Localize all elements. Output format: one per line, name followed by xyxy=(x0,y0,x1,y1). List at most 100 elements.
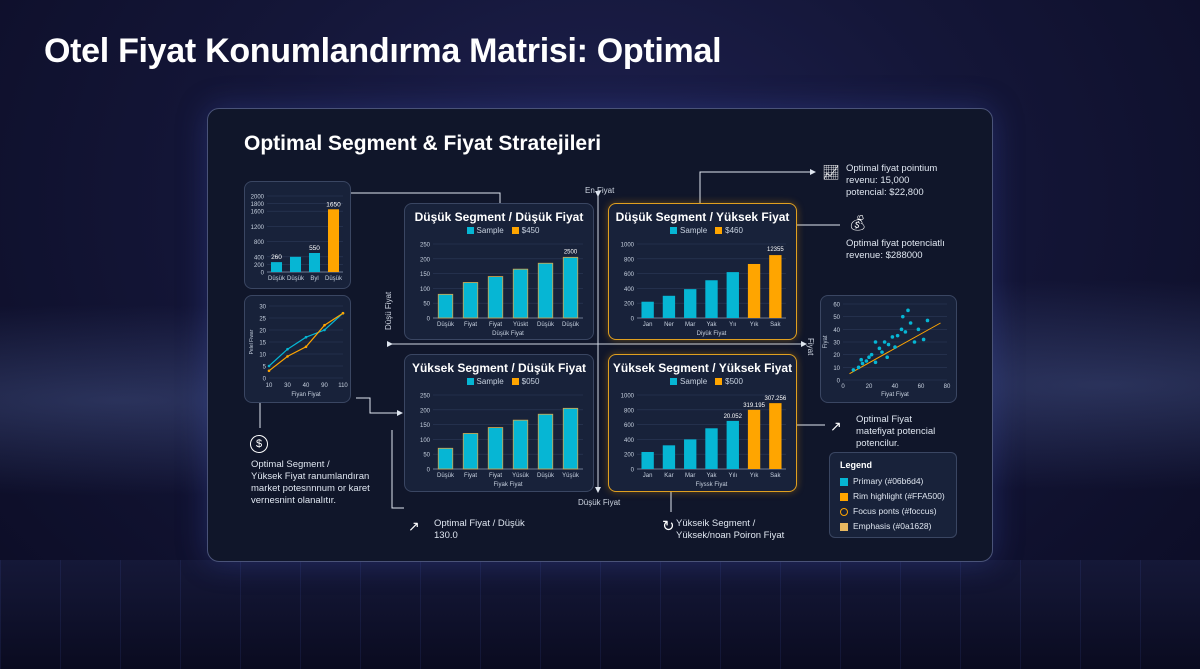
bar xyxy=(270,262,283,272)
scatter-point xyxy=(890,335,895,339)
bar xyxy=(537,262,554,319)
y-tick-label: 150 xyxy=(420,272,431,278)
y-tick-label: 0 xyxy=(631,317,635,323)
y-tick-label: 0 xyxy=(261,271,265,277)
x-axis-label: Diyük Fiyat xyxy=(697,331,727,337)
note-left-line2: Yüksek Fiyat ranumlandıran xyxy=(251,471,370,482)
y-tick-label: 50 xyxy=(423,302,430,308)
note-bottom-left-line1: Optimal Fiyat / Düşük xyxy=(434,518,525,529)
note-left-line3: market potesnnnum or karet xyxy=(251,483,370,494)
bar xyxy=(641,301,654,318)
y-tick-label: 200 xyxy=(624,302,635,308)
board-title: Optimal Segment & Fiyat Stratejileri xyxy=(244,132,602,155)
y-tick-label: 40 xyxy=(833,328,840,334)
legend-item-primary-label: Primary (#06b6d4) xyxy=(853,476,924,486)
y-tick-label: 800 xyxy=(624,408,635,414)
y-tick-label: 1000 xyxy=(621,243,635,249)
bar xyxy=(562,256,579,319)
note-bottom-left-line2: 130.0 xyxy=(434,530,458,541)
bar xyxy=(437,447,454,470)
x-tick-label: 110 xyxy=(338,383,348,389)
series-point xyxy=(267,369,271,373)
x-tick-label: 40 xyxy=(892,384,899,390)
y-tick-label: 250 xyxy=(420,394,431,400)
y-tick-label: 0 xyxy=(837,379,841,385)
quadrant-high-low: Yüksek Segment / Düşük Fiyat Sample $050 … xyxy=(404,354,594,492)
axis-label-left: Düşü Fiyat xyxy=(384,291,393,330)
x-tick-label: Düşük xyxy=(437,322,455,328)
x-tick-label: Düşük xyxy=(437,473,455,479)
dollar-icon: $ xyxy=(250,435,268,453)
q3-legend: Sample $050 xyxy=(405,377,593,386)
series-point xyxy=(323,323,326,327)
note-right-low-line3: potencilur. xyxy=(856,438,900,449)
y-tick-label: 50 xyxy=(833,315,840,321)
page-title: Otel Fiyat Konumlandırma Matrisi: Optima… xyxy=(44,32,722,70)
q1-chart: 0 50 100 150 200 250 Düşük Fiyat Fiyat Yüskt Düşük… xyxy=(420,243,583,337)
scatter-point xyxy=(860,361,865,366)
note-mid-right-line1: Optimal fiyat potenciatlı xyxy=(846,238,945,249)
y-tick-label: 20 xyxy=(259,329,266,335)
x-tick-label: Düşük xyxy=(287,276,305,282)
y-tick-label: 1000 xyxy=(621,394,635,400)
note-bottom-right: Yükseik Segment / Yüksek/noan Poiron Fiy… xyxy=(676,518,784,542)
bar xyxy=(747,263,761,318)
scatter-point xyxy=(877,346,882,351)
q2-chart: 0 200 400 600 800 1000 Jan Ner Mar Yak Yıı Yık Sak 12… xyxy=(621,243,786,337)
legend-box: Legend Primary (#06b6d4) Rim highlight (… xyxy=(829,452,957,538)
x-axis-label: Düşük Fiyat xyxy=(492,331,524,337)
scatter-panel: 0 10 20 30 40 50 60 0 20 40 60 80 Fiyat Fiyat Fiyat xyxy=(820,295,957,403)
x-tick-label: 10 xyxy=(266,383,273,389)
y-tick-label: 400 xyxy=(624,438,635,444)
x-tick-label: Byl xyxy=(310,276,318,282)
y-tick-label: 50 xyxy=(423,453,430,459)
chart-growth-icon: 📈︎ xyxy=(822,164,840,180)
scatter-point xyxy=(895,333,900,338)
bar xyxy=(726,420,739,469)
bar xyxy=(327,209,340,272)
note-right-low-line2: matefiyat potencial xyxy=(856,426,936,437)
y-tick-label: 0 xyxy=(263,377,267,383)
series-point xyxy=(286,355,289,358)
y-tick-label: 15 xyxy=(259,341,266,347)
quadrant-low-high: Düşük Segment / Yüksek Fiyat Sample $460 … xyxy=(608,203,797,340)
scatter-point xyxy=(882,340,887,344)
x-tick-label: Sak xyxy=(770,473,781,479)
x-axis-label: Fiyssk Fiyat xyxy=(696,482,728,488)
q1-legend-a: Sample xyxy=(476,226,504,235)
y-tick-label: 10 xyxy=(259,353,266,359)
y-tick-label: 10 xyxy=(833,366,840,372)
bar xyxy=(769,403,782,469)
data-label: 2500 xyxy=(564,249,578,255)
note-mid-right: Optimal fiyat potenciatlı revenue: $2880… xyxy=(846,238,945,262)
y-tick-label: 200 xyxy=(420,257,431,263)
y-tick-label: 60 xyxy=(833,303,840,309)
x-tick-label: Yık xyxy=(750,322,760,328)
x-tick-label: Kar xyxy=(664,473,673,479)
scatter-point xyxy=(893,345,897,349)
note-left-line1: Optimal Segment / xyxy=(251,459,330,470)
x-tick-label: Yılı xyxy=(728,473,737,479)
y-tick-label: 30 xyxy=(833,341,840,347)
series-point xyxy=(267,364,271,368)
scatter-chart: 0 10 20 30 40 50 60 0 20 40 60 80 Fiyat Fiyat Fiyat xyxy=(823,303,951,399)
q3-chart: 0 50 100 150 200 250 Düşük Fiyat Fiyat Yüsük Düşük… xyxy=(420,394,583,488)
q2-legend-b: $460 xyxy=(725,226,743,235)
bar xyxy=(684,439,697,469)
series-point xyxy=(286,347,289,351)
scatter-point xyxy=(867,355,871,359)
q1-title: Düşük Segment / Düşük Fiyat xyxy=(414,210,584,224)
y-tick-label: 30 xyxy=(259,305,266,311)
bar xyxy=(487,276,504,319)
q4-chart: 0 200 400 600 800 1000 Jan Kar Mar Yak Yılı 20.052 Y… xyxy=(621,394,787,489)
bar xyxy=(462,433,479,470)
y-tick-label: 600 xyxy=(624,423,635,429)
y-tick-label: 150 xyxy=(420,423,431,429)
scatter-point xyxy=(856,365,861,370)
connector-1 xyxy=(350,192,501,203)
q3-title: Yüksek Segment / Düşük Fiyat xyxy=(411,361,587,375)
axis-label-bottom: Düşük Fiyat xyxy=(578,498,621,507)
q1-legend: Sample $450 xyxy=(405,226,593,235)
note-top-right-line1: Optimal fiyat pointium xyxy=(846,163,938,174)
